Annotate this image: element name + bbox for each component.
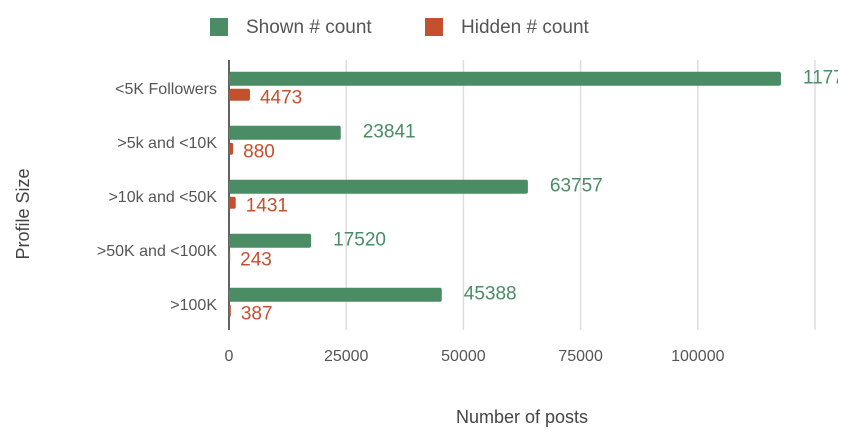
bar bbox=[229, 196, 236, 209]
bar bbox=[229, 304, 231, 317]
bar bbox=[229, 142, 234, 155]
bar bbox=[229, 179, 528, 194]
y-tick-label: >50K and <100K bbox=[97, 243, 217, 260]
x-tick-label: 25000 bbox=[324, 348, 369, 365]
value-label: 45388 bbox=[464, 284, 517, 305]
value-label: 117735 bbox=[803, 68, 848, 89]
value-label: 1431 bbox=[246, 196, 288, 217]
legend-label: Hidden # count bbox=[461, 17, 590, 38]
bar bbox=[229, 125, 341, 140]
y-tick-label: >100K bbox=[170, 297, 217, 314]
value-label: 387 bbox=[241, 304, 273, 325]
x-tick-label: 0 bbox=[225, 348, 234, 365]
value-label: 4473 bbox=[260, 88, 302, 109]
bar bbox=[229, 71, 781, 86]
value-label: 880 bbox=[243, 142, 275, 163]
y-axis-label: Profile Size bbox=[13, 168, 33, 259]
x-tick-label: 75000 bbox=[558, 348, 603, 365]
bar bbox=[229, 287, 442, 302]
bar bbox=[229, 250, 231, 263]
legend-swatch bbox=[425, 18, 443, 36]
x-tick-label: 50000 bbox=[441, 348, 486, 365]
legend-label: Shown # count bbox=[246, 17, 372, 38]
value-label: 243 bbox=[240, 250, 272, 271]
x-axis-label: Number of posts bbox=[456, 407, 588, 427]
y-tick-label: >10k and <50K bbox=[108, 189, 217, 206]
bar bbox=[229, 233, 312, 248]
x-tick-label: 100000 bbox=[671, 348, 724, 365]
bar bbox=[229, 88, 250, 101]
value-label: 17520 bbox=[333, 230, 386, 251]
value-label: 23841 bbox=[363, 122, 416, 143]
legend-swatch bbox=[210, 18, 228, 36]
plot: 0 25000 50000 75000 100000 Shown # count Hidde… bbox=[97, 17, 848, 365]
value-label: 63757 bbox=[550, 176, 603, 197]
y-tick-label: <5K Followers bbox=[115, 81, 217, 98]
y-tick-label: >5k and <10K bbox=[117, 135, 217, 152]
